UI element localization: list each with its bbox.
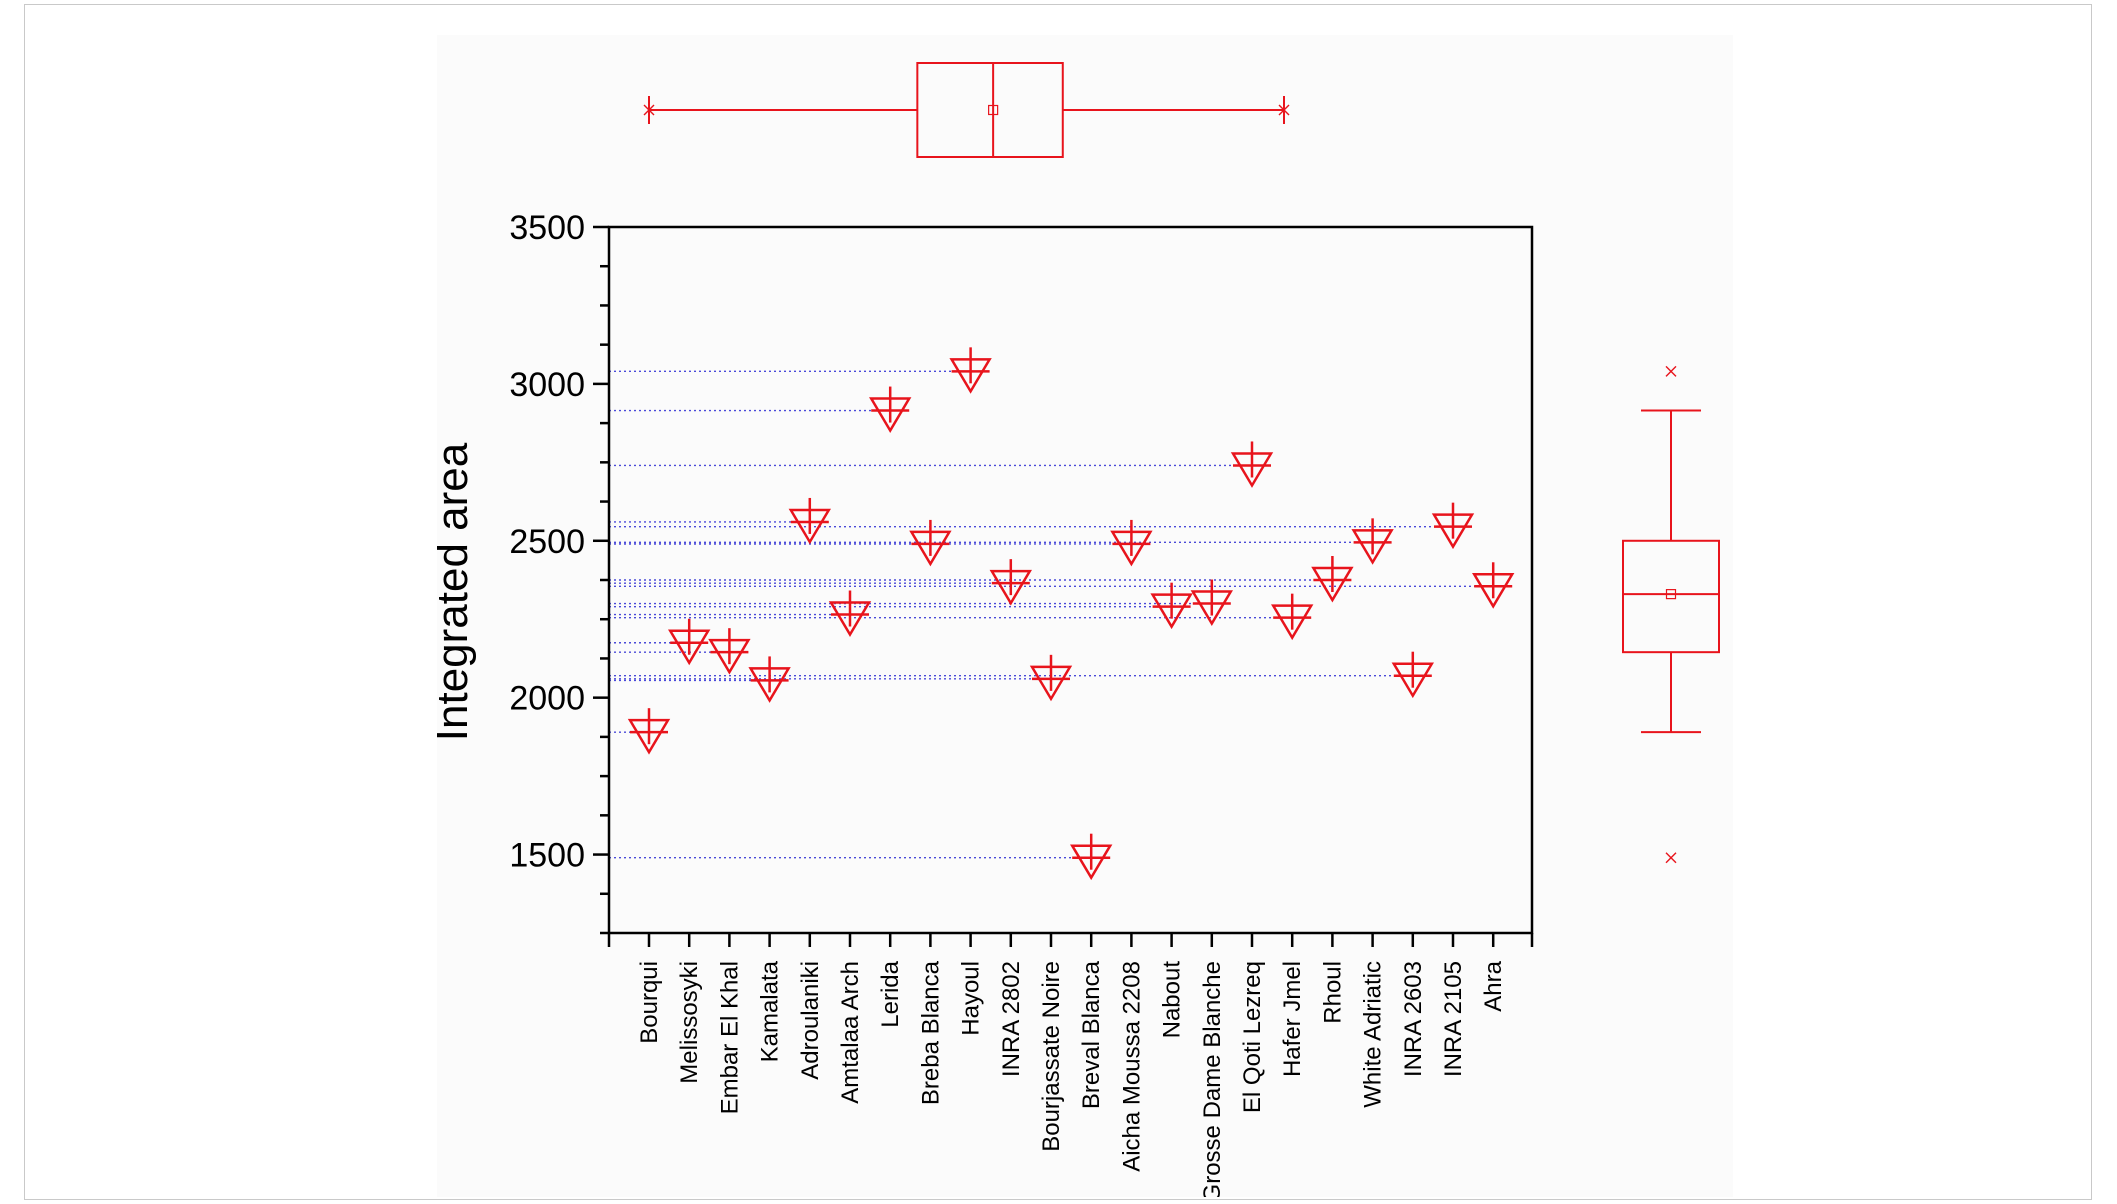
top-box (916, 62, 1064, 158)
data-point-marker (1271, 593, 1314, 641)
x-category-label: Ahra (1480, 960, 1507, 1011)
x-category-label: White Adriatic (1360, 961, 1387, 1108)
data-point-marker (1431, 502, 1475, 550)
top-mean-marker (988, 104, 999, 116)
data-point-marker (828, 590, 872, 637)
right-marginal-boxplot (1622, 365, 1720, 864)
scatter-chart: 1500 2000 2500 3000 3500 Bourqui Melissosyki E… (437, 62, 1720, 1197)
x-category-label: INRA 2105 (1440, 961, 1467, 1077)
figure-frame: 1500 2000 2500 3000 3500 Bourqui Melissosyki E… (24, 4, 2092, 1200)
y-tick-label: 3500 (509, 209, 585, 247)
right-outlier (1665, 365, 1677, 377)
y-tick-label: 2000 (509, 680, 585, 718)
x-category-label: Grosse Dame Blanche (1199, 961, 1226, 1197)
data-point-marker (748, 656, 791, 703)
x-category-label: INRA 2802 (998, 961, 1025, 1077)
data-point-marker (668, 618, 711, 666)
data-point-marker (708, 628, 751, 675)
x-category-label: El Qoti Lezreq (1239, 961, 1266, 1113)
data-point-marker (1230, 441, 1274, 488)
data-point-marker (1311, 556, 1354, 603)
data-point-marker (1190, 579, 1233, 626)
x-category-label: Lerida (877, 960, 904, 1027)
top-outlier (1278, 104, 1290, 116)
data-point-marker (1110, 519, 1153, 567)
data-markers (627, 347, 1515, 881)
data-point-marker (909, 519, 952, 567)
data-point-marker (949, 347, 992, 394)
drop-lines (609, 370, 1494, 859)
x-category-label: Hafer Jmel (1279, 961, 1306, 1077)
data-point-marker (1150, 582, 1193, 630)
x-axis: Bourqui Melissosyki Embar El Khal Kamalata A… (607, 933, 1534, 1197)
x-category-label: Adroulaniki (797, 961, 824, 1080)
top-marginal-boxplot (643, 62, 1290, 158)
data-point-marker (1029, 654, 1073, 702)
x-category-label: Rhoul (1319, 961, 1346, 1024)
x-category-label: INRA 2603 (1400, 961, 1427, 1077)
y-axis-title: Integrated area (437, 442, 477, 741)
data-point-marker (1472, 562, 1515, 609)
x-category-label: Breba Blanca (917, 960, 944, 1105)
y-axis: 1500 2000 2500 3000 3500 (509, 209, 609, 935)
top-outlier (643, 104, 655, 116)
right-mean-marker (1665, 589, 1677, 600)
x-category-label: Bourqui (636, 961, 663, 1044)
data-point-marker (788, 497, 831, 545)
data-point-marker (989, 559, 1032, 606)
data-point-marker (1070, 833, 1113, 881)
data-point-marker (627, 708, 671, 755)
right-outlier (1665, 852, 1677, 864)
data-point-marker (1351, 518, 1394, 565)
x-category-label: Embar El Khal (716, 961, 743, 1114)
right-box (1622, 539, 1720, 654)
data-point-marker (1391, 651, 1434, 699)
x-category-label: Hayoul (958, 961, 985, 1036)
x-category-label: Amtalaa Arch (837, 961, 864, 1104)
chart-panel: 1500 2000 2500 3000 3500 Bourqui Melissosyki E… (437, 35, 1733, 1197)
y-tick-label: 3000 (509, 366, 585, 404)
data-point-marker (869, 386, 912, 434)
x-category-label: Kamalata (757, 960, 784, 1062)
y-tick-label: 1500 (509, 837, 585, 875)
y-tick-label: 2500 (509, 523, 585, 561)
x-category-label: Bourjassate Noire (1038, 961, 1065, 1152)
x-category-label: Aicha Moussa 2208 (1118, 961, 1145, 1172)
x-category-label: Breval Blanca (1078, 960, 1105, 1109)
x-category-label: Nabout (1159, 961, 1186, 1039)
x-category-label: Melissosyki (676, 961, 703, 1084)
